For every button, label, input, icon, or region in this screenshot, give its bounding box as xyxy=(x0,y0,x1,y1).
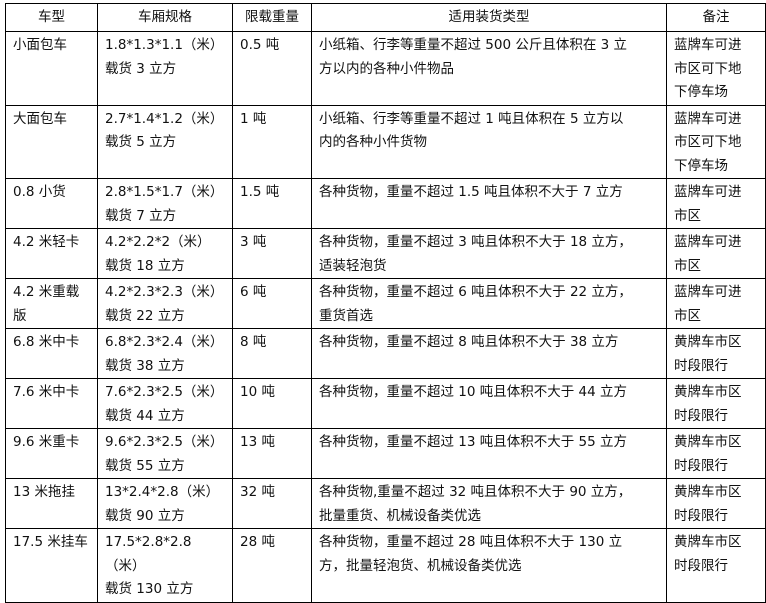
cell-cargo-box-size: 1.8*1.3*1.1（米） 载货 3 立方 xyxy=(97,31,233,106)
cell-load-limit: 0.5 吨 xyxy=(232,31,312,106)
cell-vehicle-type: 4.2 米轻卡 xyxy=(5,228,98,279)
cell-cargo-type: 小纸箱、行李等重量不超过 1 吨且体积在 5 立方以 内的各种小件货物 xyxy=(311,104,667,179)
cell-cargo-box-size: 2.7*1.4*1.2（米） 载货 5 立方 xyxy=(97,104,233,179)
cell-vehicle-type: 13 米拖挂 xyxy=(5,478,98,529)
table-row: 17.5 米挂车 17.5*2.8*2.8（米） 载货 130 立方 28 吨各种货… xyxy=(5,528,766,603)
header-row: 车型 车厢规格 限载重量 适用装货类型 备注 xyxy=(5,3,766,32)
cell-load-limit: 3 吨 xyxy=(232,228,312,279)
cell-cargo-box-size: 13*2.4*2.8（米） 载货 90 立方 xyxy=(97,478,233,529)
table-row: 4.2 米轻卡 4.2*2.2*2（米） 载货 18 立方 3 吨各种货物，重量不超… xyxy=(5,228,766,279)
cell-remarks: 蓝牌车可进 市区可下地 下停车场 xyxy=(666,31,766,106)
cell-load-limit: 1 吨 xyxy=(232,104,312,179)
cell-remarks: 蓝牌车可进 市区 xyxy=(666,178,766,229)
cell-cargo-box-size: 2.8*1.5*1.7（米） 载货 7 立方 xyxy=(97,178,233,229)
cell-cargo-type: 各种货物，重量不超过 8 吨且体积不大于 38 立方 xyxy=(311,328,667,379)
cell-load-limit: 1.5 吨 xyxy=(232,178,312,229)
cell-vehicle-type: 大面包车 xyxy=(5,104,98,179)
cell-load-limit: 13 吨 xyxy=(232,428,312,479)
cell-cargo-box-size: 9.6*2.3*2.5（米） 载货 55 立方 xyxy=(97,428,233,479)
cell-cargo-box-size: 6.8*2.3*2.4（米） 载货 38 立方 xyxy=(97,328,233,379)
cell-cargo-box-size: 7.6*2.3*2.5（米） 载货 44 立方 xyxy=(97,378,233,429)
cell-cargo-type: 小纸箱、行李等重量不超过 500 公斤且体积在 3 立 方以内的各种小件物品 xyxy=(311,31,667,106)
table-row: 13 米拖挂 13*2.4*2.8（米） 载货 90 立方 32 吨各种货物,重量不… xyxy=(5,478,766,529)
cell-load-limit: 8 吨 xyxy=(232,328,312,379)
cell-remarks: 黄牌车市区 时段限行 xyxy=(666,528,766,603)
cell-cargo-type: 各种货物，重量不超过 6 吨且体积不大于 22 立方， 重货首选 xyxy=(311,278,667,329)
cell-load-limit: 32 吨 xyxy=(232,478,312,529)
table-row: 6.8 米中卡 6.8*2.3*2.4（米） 载货 38 立方 8 吨各种货物，重量… xyxy=(5,328,766,379)
cell-cargo-type: 各种货物,重量不超过 32 吨且体积不大于 90 立方， 批量重货、机械设备类优… xyxy=(311,478,667,529)
cell-vehicle-type: 小面包车 xyxy=(5,31,98,106)
cell-cargo-type: 各种货物，重量不超过 10 吨且体积不大于 44 立方 xyxy=(311,378,667,429)
header-cargo-box-size: 车厢规格 xyxy=(97,3,233,32)
cell-load-limit: 10 吨 xyxy=(232,378,312,429)
cell-vehicle-type: 17.5 米挂车 xyxy=(5,528,98,603)
cell-load-limit: 28 吨 xyxy=(232,528,312,603)
cell-cargo-type: 各种货物，重量不超过 3 吨且体积不大于 18 立方， 适装轻泡货 xyxy=(311,228,667,279)
vehicle-spec-table: 车型 车厢规格 限载重量 适用装货类型 备注 小面包车 1.8*1.3*1.1（米） 载货… xyxy=(5,3,766,603)
cell-remarks: 黄牌车市区 时段限行 xyxy=(666,378,766,429)
table-row: 7.6 米中卡 7.6*2.3*2.5（米） 载货 44 立方 10 吨各种货物，重… xyxy=(5,378,766,429)
cell-cargo-type: 各种货物，重量不超过 1.5 吨且体积不大于 7 立方 xyxy=(311,178,667,229)
cell-vehicle-type: 7.6 米中卡 xyxy=(5,378,98,429)
cell-load-limit: 6 吨 xyxy=(232,278,312,329)
cell-cargo-box-size: 4.2*2.2*2（米） 载货 18 立方 xyxy=(97,228,233,279)
cell-vehicle-type: 0.8 小货 xyxy=(5,178,98,229)
cell-cargo-type: 各种货物，重量不超过 13 吨且体积不大于 55 立方 xyxy=(311,428,667,479)
cell-cargo-type: 各种货物，重量不超过 28 吨且体积不大于 130 立 方，批量轻泡货、机械设备… xyxy=(311,528,667,603)
cell-remarks: 蓝牌车可进 市区可下地 下停车场 xyxy=(666,104,766,179)
table-row: 大面包车 2.7*1.4*1.2（米） 载货 5 立方 1 吨小纸箱、行李等重量不超… xyxy=(5,104,766,179)
header-remarks: 备注 xyxy=(666,3,766,32)
cell-remarks: 蓝牌车可进 市区 xyxy=(666,278,766,329)
table-row: 4.2 米重载 版 4.2*2.3*2.3（米） 载货 22 立方 6 吨各种货物，… xyxy=(5,278,766,329)
cell-cargo-box-size: 17.5*2.8*2.8（米） 载货 130 立方 xyxy=(97,528,233,603)
cell-vehicle-type: 6.8 米中卡 xyxy=(5,328,98,379)
table-row: 0.8 小货 2.8*1.5*1.7（米） 载货 7 立方 1.5 吨各种货物，重量… xyxy=(5,178,766,229)
cell-cargo-box-size: 4.2*2.3*2.3（米） 载货 22 立方 xyxy=(97,278,233,329)
header-vehicle-type: 车型 xyxy=(5,3,98,32)
cell-remarks: 黄牌车市区 时段限行 xyxy=(666,328,766,379)
cell-remarks: 蓝牌车可进 市区 xyxy=(666,228,766,279)
header-cargo-type: 适用装货类型 xyxy=(311,3,667,32)
cell-vehicle-type: 9.6 米重卡 xyxy=(5,428,98,479)
table-row: 9.6 米重卡 9.6*2.3*2.5（米） 载货 55 立方 13 吨各种货物，重… xyxy=(5,428,766,479)
cell-remarks: 黄牌车市区 时段限行 xyxy=(666,478,766,529)
header-load-limit: 限载重量 xyxy=(232,3,312,32)
table-row: 小面包车 1.8*1.3*1.1（米） 载货 3 立方 0.5 吨小纸箱、行李等重量… xyxy=(5,31,766,106)
cell-vehicle-type: 4.2 米重载 版 xyxy=(5,278,98,329)
cell-remarks: 黄牌车市区 时段限行 xyxy=(666,428,766,479)
